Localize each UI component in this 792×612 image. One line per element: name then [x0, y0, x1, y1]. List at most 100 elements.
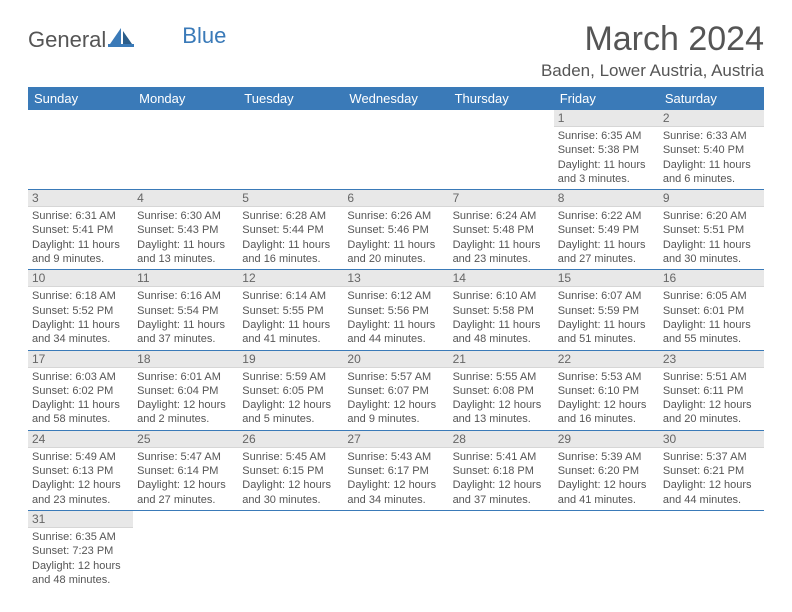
calendar-day: 24Sunrise: 5:49 AMSunset: 6:13 PMDayligh… [28, 430, 133, 510]
calendar-body: 1Sunrise: 6:35 AMSunset: 5:38 PMDaylight… [28, 110, 764, 590]
day-details: Sunrise: 6:33 AMSunset: 5:40 PMDaylight:… [659, 127, 764, 189]
day-details: Sunrise: 5:47 AMSunset: 6:14 PMDaylight:… [133, 448, 238, 510]
weekday-header: Friday [554, 87, 659, 110]
day-details: Sunrise: 6:35 AMSunset: 7:23 PMDaylight:… [28, 528, 133, 590]
day-details: Sunrise: 5:57 AMSunset: 6:07 PMDaylight:… [343, 368, 448, 430]
day-number: 30 [659, 431, 764, 448]
calendar-day: 25Sunrise: 5:47 AMSunset: 6:14 PMDayligh… [133, 430, 238, 510]
day-number: 6 [343, 190, 448, 207]
calendar-empty [449, 110, 554, 190]
weekday-header: Thursday [449, 87, 554, 110]
day-number: 26 [238, 431, 343, 448]
calendar-day: 11Sunrise: 6:16 AMSunset: 5:54 PMDayligh… [133, 270, 238, 350]
calendar-day: 5Sunrise: 6:28 AMSunset: 5:44 PMDaylight… [238, 190, 343, 270]
calendar-day: 31Sunrise: 6:35 AMSunset: 7:23 PMDayligh… [28, 510, 133, 590]
title-block: March 2024 Baden, Lower Austria, Austria [541, 20, 764, 81]
calendar-row: 3Sunrise: 6:31 AMSunset: 5:41 PMDaylight… [28, 190, 764, 270]
calendar-day: 27Sunrise: 5:43 AMSunset: 6:17 PMDayligh… [343, 430, 448, 510]
day-details: Sunrise: 6:05 AMSunset: 6:01 PMDaylight:… [659, 287, 764, 349]
day-number: 4 [133, 190, 238, 207]
page-subtitle: Baden, Lower Austria, Austria [541, 61, 764, 81]
day-details: Sunrise: 5:41 AMSunset: 6:18 PMDaylight:… [449, 448, 554, 510]
day-number: 9 [659, 190, 764, 207]
weekday-header: Monday [133, 87, 238, 110]
day-number: 16 [659, 270, 764, 287]
day-number: 5 [238, 190, 343, 207]
calendar-day: 9Sunrise: 6:20 AMSunset: 5:51 PMDaylight… [659, 190, 764, 270]
logo-text-blue: Blue [182, 23, 226, 49]
day-number: 17 [28, 351, 133, 368]
day-number: 13 [343, 270, 448, 287]
calendar-row: 24Sunrise: 5:49 AMSunset: 6:13 PMDayligh… [28, 430, 764, 510]
calendar-day: 15Sunrise: 6:07 AMSunset: 5:59 PMDayligh… [554, 270, 659, 350]
day-number: 7 [449, 190, 554, 207]
weekday-header: Tuesday [238, 87, 343, 110]
day-number: 25 [133, 431, 238, 448]
day-details: Sunrise: 5:53 AMSunset: 6:10 PMDaylight:… [554, 368, 659, 430]
day-number: 23 [659, 351, 764, 368]
calendar-day: 20Sunrise: 5:57 AMSunset: 6:07 PMDayligh… [343, 350, 448, 430]
day-details: Sunrise: 6:28 AMSunset: 5:44 PMDaylight:… [238, 207, 343, 269]
calendar-day: 28Sunrise: 5:41 AMSunset: 6:18 PMDayligh… [449, 430, 554, 510]
calendar-day: 14Sunrise: 6:10 AMSunset: 5:58 PMDayligh… [449, 270, 554, 350]
calendar-empty [133, 110, 238, 190]
calendar-row: 31Sunrise: 6:35 AMSunset: 7:23 PMDayligh… [28, 510, 764, 590]
calendar-day: 13Sunrise: 6:12 AMSunset: 5:56 PMDayligh… [343, 270, 448, 350]
day-number: 24 [28, 431, 133, 448]
calendar-day: 4Sunrise: 6:30 AMSunset: 5:43 PMDaylight… [133, 190, 238, 270]
calendar-day: 6Sunrise: 6:26 AMSunset: 5:46 PMDaylight… [343, 190, 448, 270]
day-details: Sunrise: 6:07 AMSunset: 5:59 PMDaylight:… [554, 287, 659, 349]
calendar-empty [343, 110, 448, 190]
calendar-day: 30Sunrise: 5:37 AMSunset: 6:21 PMDayligh… [659, 430, 764, 510]
calendar-empty [133, 510, 238, 590]
day-details: Sunrise: 6:10 AMSunset: 5:58 PMDaylight:… [449, 287, 554, 349]
calendar-empty [659, 510, 764, 590]
weekday-header-row: SundayMondayTuesdayWednesdayThursdayFrid… [28, 87, 764, 110]
day-details: Sunrise: 6:22 AMSunset: 5:49 PMDaylight:… [554, 207, 659, 269]
day-number: 11 [133, 270, 238, 287]
calendar-day: 10Sunrise: 6:18 AMSunset: 5:52 PMDayligh… [28, 270, 133, 350]
calendar-day: 3Sunrise: 6:31 AMSunset: 5:41 PMDaylight… [28, 190, 133, 270]
calendar-empty [343, 510, 448, 590]
day-details: Sunrise: 6:16 AMSunset: 5:54 PMDaylight:… [133, 287, 238, 349]
calendar-day: 19Sunrise: 5:59 AMSunset: 6:05 PMDayligh… [238, 350, 343, 430]
calendar-day: 17Sunrise: 6:03 AMSunset: 6:02 PMDayligh… [28, 350, 133, 430]
calendar-empty [449, 510, 554, 590]
day-number: 15 [554, 270, 659, 287]
calendar-day: 29Sunrise: 5:39 AMSunset: 6:20 PMDayligh… [554, 430, 659, 510]
calendar-row: 1Sunrise: 6:35 AMSunset: 5:38 PMDaylight… [28, 110, 764, 190]
calendar-empty [554, 510, 659, 590]
day-number: 2 [659, 110, 764, 127]
day-details: Sunrise: 6:20 AMSunset: 5:51 PMDaylight:… [659, 207, 764, 269]
calendar-day: 1Sunrise: 6:35 AMSunset: 5:38 PMDaylight… [554, 110, 659, 190]
sail-icon [108, 26, 134, 53]
day-number: 12 [238, 270, 343, 287]
day-details: Sunrise: 6:35 AMSunset: 5:38 PMDaylight:… [554, 127, 659, 189]
calendar-empty [238, 110, 343, 190]
weekday-header: Sunday [28, 87, 133, 110]
calendar-day: 12Sunrise: 6:14 AMSunset: 5:55 PMDayligh… [238, 270, 343, 350]
weekday-header: Saturday [659, 87, 764, 110]
day-details: Sunrise: 6:26 AMSunset: 5:46 PMDaylight:… [343, 207, 448, 269]
calendar-empty [238, 510, 343, 590]
day-details: Sunrise: 5:51 AMSunset: 6:11 PMDaylight:… [659, 368, 764, 430]
day-details: Sunrise: 6:14 AMSunset: 5:55 PMDaylight:… [238, 287, 343, 349]
calendar-day: 22Sunrise: 5:53 AMSunset: 6:10 PMDayligh… [554, 350, 659, 430]
day-details: Sunrise: 5:39 AMSunset: 6:20 PMDaylight:… [554, 448, 659, 510]
header: General Blue March 2024 Baden, Lower Aus… [28, 20, 764, 81]
day-details: Sunrise: 6:03 AMSunset: 6:02 PMDaylight:… [28, 368, 133, 430]
day-number: 1 [554, 110, 659, 127]
calendar-row: 17Sunrise: 6:03 AMSunset: 6:02 PMDayligh… [28, 350, 764, 430]
day-details: Sunrise: 6:31 AMSunset: 5:41 PMDaylight:… [28, 207, 133, 269]
day-number: 20 [343, 351, 448, 368]
day-details: Sunrise: 6:24 AMSunset: 5:48 PMDaylight:… [449, 207, 554, 269]
logo: General Blue [28, 26, 226, 53]
day-details: Sunrise: 6:30 AMSunset: 5:43 PMDaylight:… [133, 207, 238, 269]
calendar-day: 7Sunrise: 6:24 AMSunset: 5:48 PMDaylight… [449, 190, 554, 270]
calendar-day: 21Sunrise: 5:55 AMSunset: 6:08 PMDayligh… [449, 350, 554, 430]
day-number: 28 [449, 431, 554, 448]
calendar-table: SundayMondayTuesdayWednesdayThursdayFrid… [28, 87, 764, 590]
calendar-row: 10Sunrise: 6:18 AMSunset: 5:52 PMDayligh… [28, 270, 764, 350]
day-number: 27 [343, 431, 448, 448]
calendar-day: 2Sunrise: 6:33 AMSunset: 5:40 PMDaylight… [659, 110, 764, 190]
